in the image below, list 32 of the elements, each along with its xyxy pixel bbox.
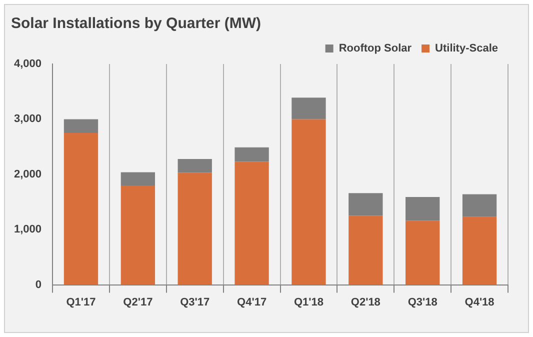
bar — [178, 172, 212, 285]
bar — [120, 172, 156, 186]
y-tick-label: 1,000 — [14, 224, 42, 236]
y-tick-label: 0 — [35, 278, 42, 291]
y-tick-label: 4,000 — [14, 58, 42, 70]
x-tick-label: Q1'18 — [294, 296, 324, 308]
y-tick-label: 3,000 — [14, 113, 42, 126]
x-tick-label: Q4'17 — [237, 296, 267, 308]
x-tick-label: Q4'18 — [464, 296, 494, 308]
legend-label: Utility-Scale — [435, 42, 498, 55]
bar — [234, 162, 269, 285]
bar — [462, 194, 497, 217]
bar — [234, 147, 269, 162]
x-tick-label: Q1'17 — [66, 296, 96, 308]
bar — [406, 220, 440, 285]
x-tick-label: Q2'18 — [350, 296, 380, 308]
bar — [120, 185, 156, 285]
x-tick-label: Q2'17 — [123, 296, 153, 308]
bar — [178, 158, 212, 173]
bar — [406, 197, 440, 221]
bar — [64, 119, 98, 133]
bar — [348, 216, 383, 285]
bar — [462, 216, 497, 285]
bar — [292, 119, 326, 285]
chart-title: Solar Installations by Quarter (MW) — [11, 15, 262, 32]
x-tick-label: Q3'18 — [408, 296, 438, 308]
legend-label: Rooftop Solar — [338, 42, 412, 55]
bar — [292, 98, 326, 120]
x-tick-label: Q3'17 — [180, 296, 210, 308]
y-tick-label: 2,000 — [14, 168, 42, 180]
bar — [64, 133, 98, 285]
bar — [348, 193, 383, 216]
